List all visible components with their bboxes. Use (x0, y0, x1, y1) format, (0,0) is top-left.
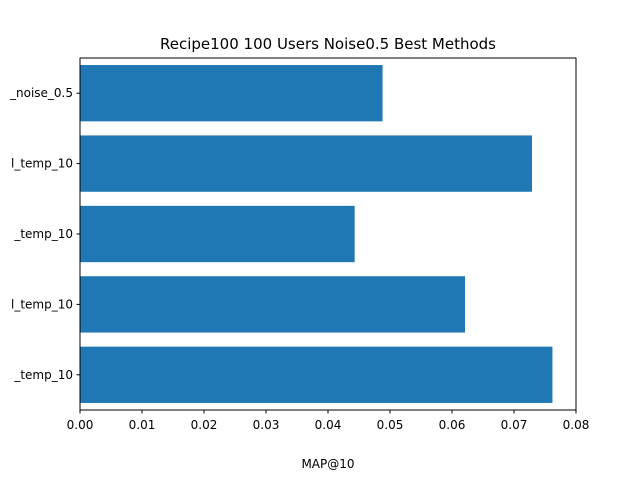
x-axis-label: MAP@10 (301, 457, 354, 471)
y-tick-label-1: l_temp_10 (11, 157, 73, 171)
x-tick-label-4: 0.04 (315, 418, 342, 432)
y-tick-label-0: _noise_0.5 (9, 86, 73, 100)
x-tick-label-1: 0.01 (129, 418, 156, 432)
x-tick-label-7: 0.07 (501, 418, 528, 432)
x-tick-label-6: 0.06 (439, 418, 466, 432)
y-tick-label-4: _temp_10 (13, 368, 73, 382)
ticks-layer: _noise_0.5 l_temp_10 _temp_10 l_temp_10 _tem… (9, 86, 589, 432)
bar-1 (80, 135, 532, 192)
x-tick-label-2: 0.02 (191, 418, 218, 432)
y-tick-label-2: _temp_10 (13, 227, 73, 241)
x-tick-label-3: 0.03 (253, 418, 280, 432)
x-tick-label-5: 0.05 (377, 418, 404, 432)
chart-title: Recipe100 100 Users Noise0.5 Best Method… (160, 35, 496, 53)
bar-0 (80, 65, 383, 122)
y-tick-label-3: l_temp_10 (11, 297, 73, 311)
x-tick-label-8: 0.08 (563, 418, 590, 432)
axes-frame (79, 57, 577, 411)
bar-3 (80, 276, 466, 333)
bar-2 (80, 205, 355, 263)
bar-4 (80, 346, 553, 403)
bars-layer (80, 65, 553, 403)
x-tick-label-0: 0.00 (67, 418, 94, 432)
